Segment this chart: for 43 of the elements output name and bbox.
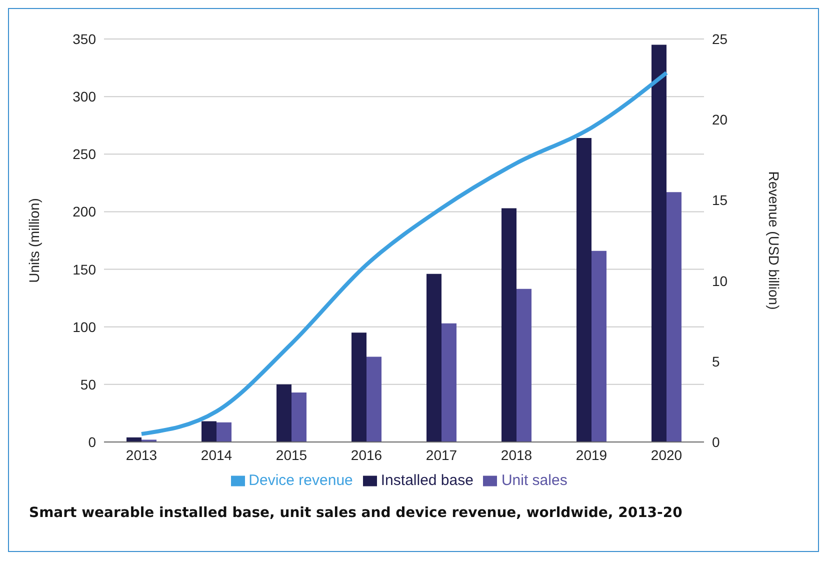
bar (202, 421, 216, 442)
bar (576, 138, 592, 442)
bar (426, 274, 442, 442)
x-tick-label: 2016 (350, 446, 382, 463)
x-tick-label: 2018 (500, 446, 532, 463)
bar (352, 332, 366, 442)
x-tick-label: 2015 (276, 446, 308, 463)
y-tick-label: 200 (72, 204, 96, 220)
y-tick-label: 300 (72, 88, 96, 105)
line-series (140, 70, 668, 436)
x-tick-label: 2017 (426, 446, 458, 463)
y-tick-label: 150 (72, 261, 96, 278)
text: Smart wearable installed base, unit sales and device revenue, worldwide, 2013-20 (28, 504, 684, 523)
bar (276, 384, 292, 442)
x-tick-label: 2013 (126, 446, 158, 463)
x-tick-label: 2020 (650, 446, 682, 463)
y-tick-label: 350 (72, 30, 96, 47)
bar (366, 356, 382, 442)
y2-tick-label: 15 (712, 192, 728, 208)
bar (516, 288, 532, 442)
legend-label: Installed base (380, 472, 474, 489)
bar (666, 192, 682, 442)
y2-tick-label: 0 (712, 434, 720, 450)
legend-label: Device revenue (248, 472, 353, 489)
y2-tick-label: 10 (712, 272, 728, 289)
y-tick-label: 50 (80, 376, 96, 392)
y2-tick-label: 5 (712, 353, 720, 370)
bar (502, 208, 516, 442)
bar (216, 422, 232, 442)
bar (292, 392, 306, 442)
bar (442, 323, 456, 442)
y-tick-label: 100 (72, 318, 96, 335)
x-tick-label: 2019 (576, 446, 608, 463)
y-axis-title: Units (million) (26, 198, 42, 283)
y2-axis-title: Revenue (USD billion) (766, 171, 782, 310)
legend-label: Unit sales (501, 472, 568, 489)
bar (592, 250, 606, 442)
y-tick-label: 0 (88, 434, 96, 450)
y2-tick-label: 25 (712, 30, 728, 47)
y2-tick-label: 20 (712, 112, 728, 128)
y-tick-label: 250 (72, 146, 96, 162)
x-tick-label: 2014 (200, 446, 232, 463)
bar (652, 44, 666, 442)
